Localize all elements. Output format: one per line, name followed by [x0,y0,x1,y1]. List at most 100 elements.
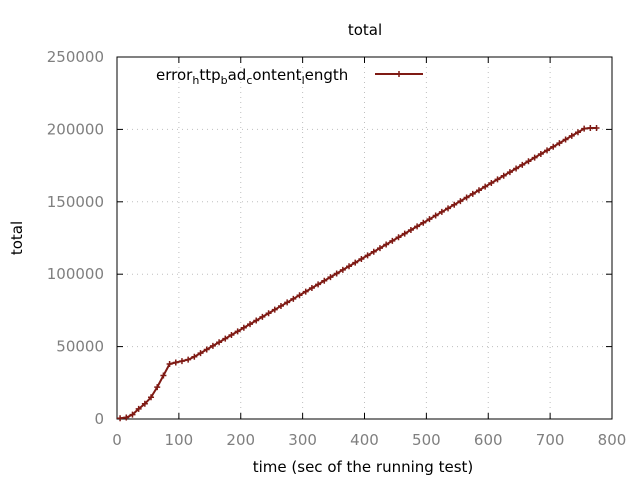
data-point [327,274,334,281]
data-point [259,313,266,320]
y-tick-label: 100000 [47,265,104,283]
y-axis-title: total [8,221,26,255]
y-tick-label: 200000 [47,120,104,138]
data-point [525,158,532,165]
data-point [290,295,297,302]
x-tick-label: 400 [350,431,379,449]
data-point [531,154,538,161]
legend-label-part: ad [228,66,247,84]
legend-label-part: c [246,74,252,87]
data-point [129,411,136,418]
data-point [556,140,563,147]
data-point [135,405,142,412]
data-point [370,248,377,255]
data-point [537,151,544,158]
data-point [494,176,501,183]
x-tick-label: 700 [536,431,565,449]
data-point [240,324,247,331]
data-point [197,350,204,357]
series-layer [117,124,600,422]
data-point [568,132,575,139]
data-point [277,303,284,310]
data-point [154,384,161,391]
data-point [451,201,458,208]
data-point [438,208,445,215]
x-tick-label: 100 [165,431,194,449]
legend-label: errorhttpbadcontentlength [156,66,348,87]
y-tick-label: 50000 [56,338,104,356]
grid-lines [117,57,612,419]
data-point [209,342,216,349]
data-point [432,212,439,219]
data-point [475,187,482,194]
data-point [395,234,402,241]
series-line [119,126,597,420]
data-point [247,321,254,328]
data-point [376,245,383,252]
data-point [426,216,433,223]
tick-labels: 0 100 200 300 400 500 600 700 800 0 50000 100000 150… [47,48,627,449]
data-point [469,190,476,197]
data-point [315,281,322,288]
data-point [352,259,359,266]
legend-label-part: ttp [199,66,220,84]
x-tick-label: 800 [598,431,627,449]
data-point [308,284,315,291]
data-point [383,241,390,248]
data-point [253,317,260,324]
data-point [488,179,495,186]
legend-label-part: error [156,66,193,84]
y-tick-label: 150000 [47,193,104,211]
chart-title: total [348,21,382,39]
data-point [234,328,241,335]
data-point [544,147,551,154]
y-tick-label: 250000 [47,48,104,66]
data-point [550,143,557,150]
data-point [166,360,173,367]
data-point [346,263,353,270]
data-point [414,223,421,230]
data-point [457,198,464,205]
data-point [222,335,229,342]
x-tick-label: 200 [226,431,255,449]
x-tick-label: 500 [412,431,441,449]
data-point [191,353,198,360]
data-point [587,124,594,131]
legend-label-part: b [221,74,228,87]
data-point [228,332,235,339]
data-point [284,299,291,306]
data-point [389,237,396,244]
data-point [148,394,155,401]
legend-label-part: h [192,74,199,87]
data-point [185,356,192,363]
data-point [321,277,328,284]
data-point [172,359,179,366]
data-point [358,255,365,262]
data-point [581,125,588,132]
x-tick-label: 600 [474,431,503,449]
data-point [160,372,167,379]
data-point [463,194,470,201]
data-point [216,339,223,346]
data-point [123,414,130,421]
data-point [141,400,148,407]
data-point [513,165,520,172]
data-point [265,310,272,317]
data-point [407,227,414,234]
legend-marker-plus [396,71,402,77]
y-tick-label: 0 [94,410,104,428]
legend-marker-sample [396,71,402,77]
x-tick-label: 0 [112,431,122,449]
data-point [271,306,278,313]
legend-label-part: ontent [252,66,301,84]
legend: errorhttpbadcontentlength [156,66,423,87]
x-tick-label: 300 [288,431,317,449]
data-point [420,219,427,226]
data-point [506,169,513,176]
data-point [364,252,371,259]
legend-label-part: l [302,74,305,87]
data-point [339,266,346,273]
data-point [203,346,210,353]
data-point [562,136,569,143]
